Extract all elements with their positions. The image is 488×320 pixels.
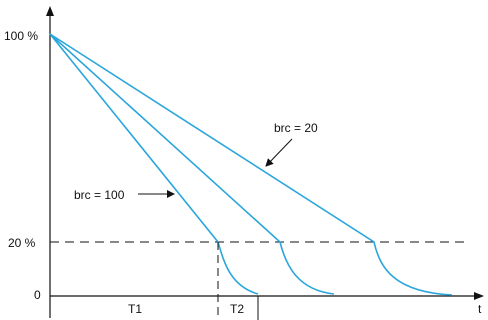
annotation-brc-20: brc = 20 (274, 121, 318, 135)
x-axis-label: t (478, 302, 482, 316)
y-tick-100: 100 % (4, 29, 38, 43)
ramp-curve-middle (49, 33, 335, 295)
interval-t2-label: T2 (230, 302, 244, 316)
ramp-curve-brc-100 (49, 33, 259, 295)
ramp-curve-brc-20 (49, 33, 453, 296)
x-axis-arrow-icon (474, 292, 484, 300)
interval-t1-label: T1 (128, 302, 142, 316)
annotation-brc-100: brc = 100 (74, 188, 125, 202)
y-tick-0: 0 (34, 288, 41, 302)
y-tick-20: 20 % (8, 236, 36, 250)
y-axis-arrow-icon (46, 6, 54, 16)
annotation-arrow-brc-20 (265, 138, 293, 167)
